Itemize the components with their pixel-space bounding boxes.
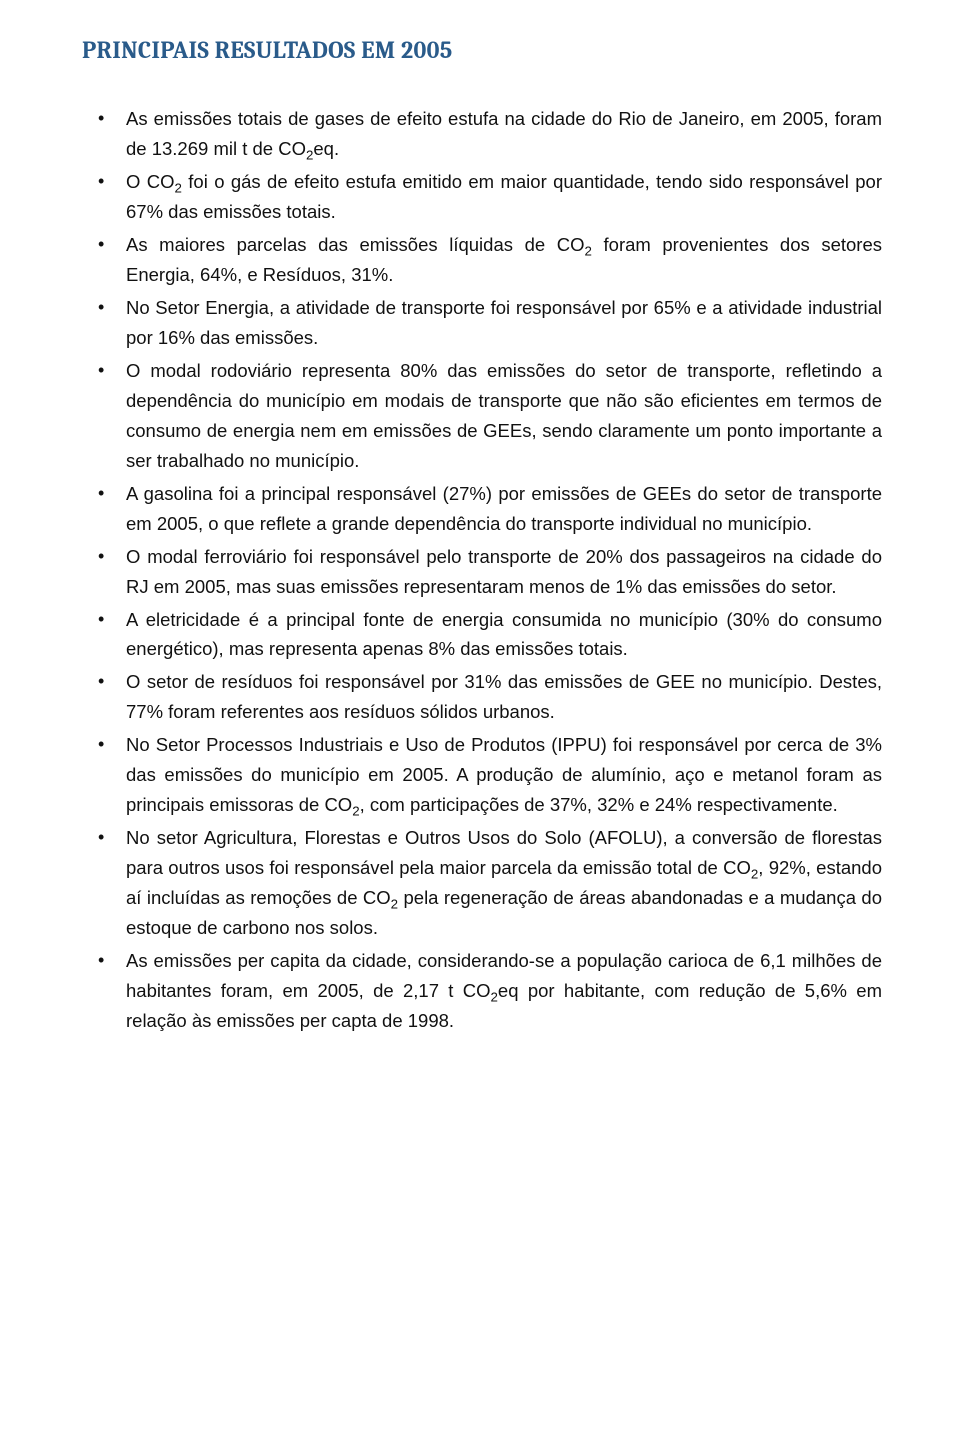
list-item: As maiores parcelas das emissões líquida… <box>126 230 882 290</box>
list-item: No Setor Energia, a atividade de transpo… <box>126 293 882 353</box>
results-list: As emissões totais de gases de efeito es… <box>82 104 882 1036</box>
list-item: As emissões totais de gases de efeito es… <box>126 104 882 164</box>
section-heading: PRINCIPAIS RESULTADOS EM 2005 <box>82 36 882 64</box>
list-item: O modal rodoviário representa 80% das em… <box>126 356 882 476</box>
list-item: No Setor Processos Industriais e Uso de … <box>126 730 882 820</box>
list-item: O setor de resíduos foi responsável por … <box>126 667 882 727</box>
list-item: O modal ferroviário foi responsável pelo… <box>126 542 882 602</box>
list-item: O CO2 foi o gás de efeito estufa emitido… <box>126 167 882 227</box>
list-item: As emissões per capita da cidade, consid… <box>126 946 882 1036</box>
list-item: A gasolina foi a principal responsável (… <box>126 479 882 539</box>
list-item: No setor Agricultura, Florestas e Outros… <box>126 823 882 943</box>
list-item: A eletricidade é a principal fonte de en… <box>126 605 882 665</box>
